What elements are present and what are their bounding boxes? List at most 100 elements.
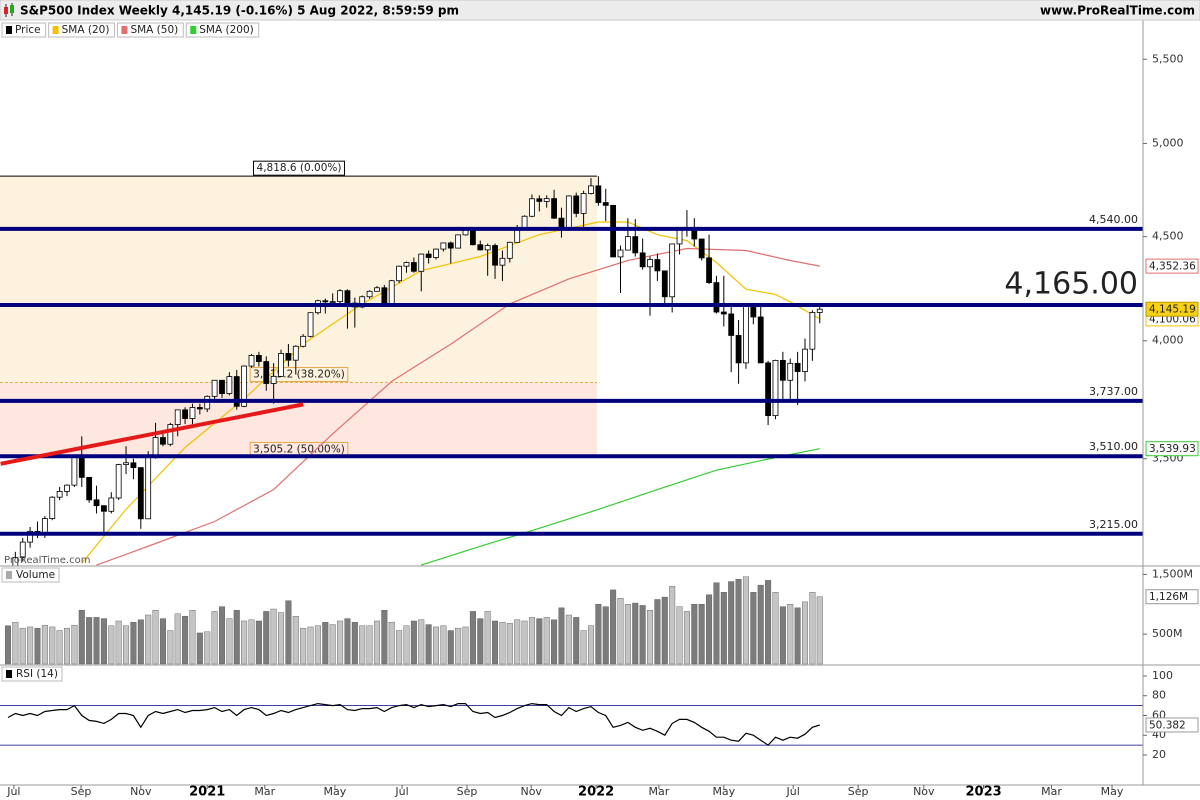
volume-bar [647,610,654,665]
candle-body [433,248,439,258]
price-tag: 4,145.19 [1149,304,1196,316]
volume-bar [757,584,764,665]
candle-body [669,243,676,298]
candle-body [455,234,462,249]
candle-body [86,476,93,501]
candle-body [41,518,48,535]
panel-title: Volume [16,569,55,581]
candle-body [71,456,78,486]
panel-icon [6,670,12,678]
x-tick-label: Sep [71,785,92,798]
volume-bar [86,617,93,665]
volume-bar [742,576,749,665]
volume-bar [300,627,307,665]
volume-bar [536,618,543,665]
volume-bar [602,606,609,665]
sma-line [96,247,820,566]
volume-bar [765,580,772,665]
volume-bar [691,604,698,665]
candle-body [93,499,100,507]
y-tick-label: 500M [1152,627,1183,640]
volume-bar [211,611,218,665]
candle-body [720,311,727,315]
candle-body [757,316,764,364]
volume-bar [750,592,757,665]
volume-bar [447,630,454,665]
candle-body [410,262,417,272]
legend-swatch [6,26,12,34]
volume-bar [565,614,572,665]
volume-bar [108,625,115,665]
volume-bar [403,625,410,665]
volume-bar [440,625,447,665]
watermark: ProRealTime.com [4,555,90,566]
candle-body [809,312,816,350]
fib-label-box [253,160,345,176]
price-tag-box [1145,301,1199,317]
candle-body [78,456,85,478]
candle-body [743,306,749,364]
volume-bar [344,618,351,665]
rsi-tag: 50.382 [1149,719,1186,731]
volume-bar [189,610,196,665]
volume-bar [218,606,225,665]
candle-body [713,282,720,313]
candle-body [49,496,56,519]
volume-bar [528,617,535,665]
candle-body [661,270,668,298]
candle-body [27,530,34,543]
candle-body [388,280,395,306]
header-bar: S&P500 Index Weekly 4,145.19 (-0.16%) 5 … [0,0,1200,21]
labels: 4,100.064,352.363,539.934,145.191,126MVo… [1,258,1199,733]
header-background [0,0,1200,21]
candle-body [639,252,646,268]
level-label-large: 4,165.00 [1004,267,1138,302]
candle-body [344,290,351,304]
candle-body [418,253,425,272]
candle-body [374,287,380,292]
volume-bar [499,621,506,665]
sma-line [421,448,820,566]
volume-bar [174,613,181,665]
candle-body [654,259,661,272]
volume-bar [632,602,639,665]
candle-body [137,467,144,520]
x-tick-label: Sep [848,785,869,798]
volume-bar [779,606,786,665]
candle-body [580,193,587,214]
volume-bar [433,626,440,665]
legend-box [116,22,184,38]
volume-bar [41,624,48,665]
volume-bar [137,619,144,665]
volume-bar [337,620,344,665]
candle-body [145,455,152,520]
legend-label: SMA (200) [199,24,253,36]
price-panel: 4,818.6 (0.00%)3,815.2 (38.20%)3,505.2 (… [0,160,1143,566]
candle-body [425,253,432,258]
volume-bar [639,605,646,665]
volume-bar [241,620,248,665]
legend-box [1,22,47,38]
volume-bar [49,626,56,665]
volume-bar [130,621,137,665]
x-tick-label: Jul [786,785,800,798]
fib-label: 4,818.6 (0.00%) [257,162,342,174]
volume-bar [204,631,211,665]
candle-body [189,407,196,419]
candle-body [101,505,107,512]
volume-bar [580,630,587,665]
sma-tag-box [1145,441,1199,457]
y-tick-label: 1,500M [1152,567,1193,580]
sma-tag: 4,352.36 [1149,261,1196,273]
candle-body [543,198,550,202]
volume-bar [78,610,85,665]
x-tick-label: Mar [254,785,275,798]
candle-body [529,198,535,217]
volume-bar [359,625,366,665]
volume-bar [307,626,314,665]
volume-bar [455,627,462,665]
volume-bar [469,611,476,665]
site-name: www.ProRealTime.com [1040,4,1195,18]
y-tick-label: 4,000 [1152,334,1184,347]
